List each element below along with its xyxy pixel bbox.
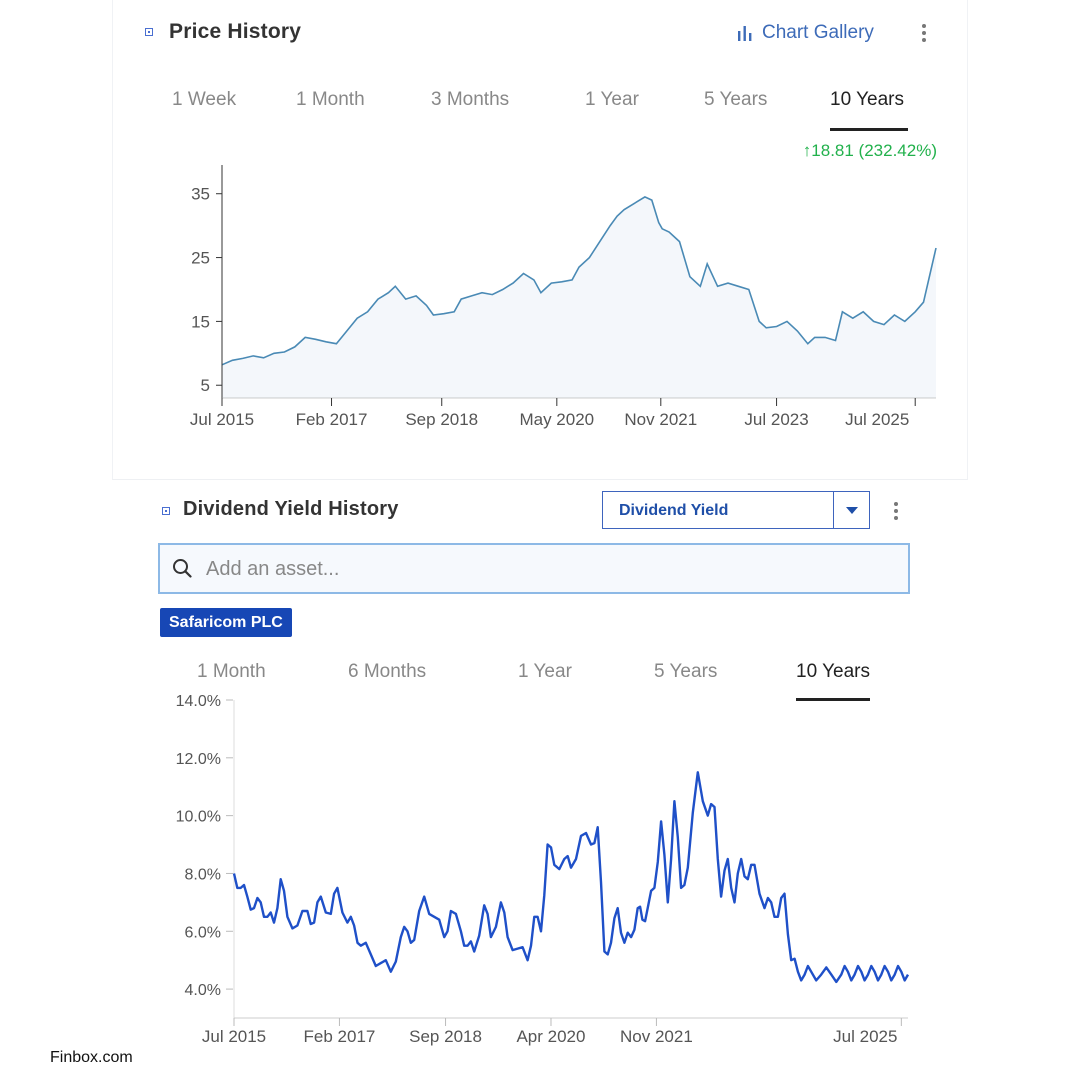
price-change-value: 18.81 (232.42%) [811, 141, 937, 160]
price-tab-1-week[interactable]: 1 Week [172, 89, 237, 110]
yield-x-tick-label: Feb 2017 [304, 1027, 376, 1046]
price-tab-1-month[interactable]: 1 Month [296, 89, 365, 110]
card-marker-icon [162, 507, 170, 515]
price-area [222, 196, 936, 398]
yield-x-tick-label: Sep 2018 [409, 1027, 482, 1046]
yield-tab-1-year[interactable]: 1 Year [518, 661, 572, 682]
yield-tab-10-years[interactable]: 10 Years [796, 661, 870, 682]
search-icon [173, 559, 192, 578]
brand-watermark: Finbox.com [50, 1049, 133, 1066]
price-y-tick-label: 25 [191, 249, 210, 268]
price-x-tick-label: Feb 2017 [296, 410, 368, 429]
price-x-tick-label: Nov 2021 [624, 410, 697, 429]
yield-y-tick-label: 12.0% [176, 751, 221, 768]
chart-gallery-label: Chart Gallery [762, 22, 874, 43]
price-x-tick-label: Sep 2018 [405, 410, 478, 429]
yield-x-tick-label: Jul 2015 [202, 1027, 266, 1046]
metric-dropdown-value: Dividend Yield [619, 502, 729, 519]
active-tab-indicator [796, 698, 870, 701]
yield-y-tick-label: 6.0% [185, 924, 221, 941]
dividend-yield-title: Dividend Yield History [183, 498, 399, 520]
price-tab-1-year[interactable]: 1 Year [585, 89, 639, 110]
dropdown-divider [833, 492, 834, 528]
price-y-tick-label: 35 [191, 185, 210, 204]
arrow-up-icon: ↑ [802, 141, 812, 160]
yield-x-tick-label: Jul 2025 [833, 1027, 897, 1046]
price-y-tick-label: 15 [191, 312, 210, 331]
price-tab-3-months[interactable]: 3 Months [431, 89, 510, 110]
price-history-card [112, 0, 968, 480]
yield-x-tick-label: Nov 2021 [620, 1027, 693, 1046]
price-tab-5-years[interactable]: 5 Years [704, 89, 768, 110]
price-x-tick-label: Jul 2023 [744, 410, 808, 429]
price-tab-10-years[interactable]: 10 Years [830, 89, 904, 110]
chevron-down-icon[interactable] [846, 507, 858, 514]
yield-x-tick-label: Apr 2020 [516, 1027, 585, 1046]
price-line [221, 195, 937, 366]
yield-tab-6-months[interactable]: 6 Months [348, 661, 427, 682]
price-x-tick-label: Jul 2025 [845, 410, 909, 429]
asset-search-input[interactable] [204, 553, 888, 585]
active-tab-indicator [830, 128, 908, 131]
yield-y-tick-label: 10.0% [176, 809, 221, 826]
asset-search-box[interactable] [158, 543, 910, 594]
price-more-options-icon[interactable] [920, 24, 928, 42]
yield-y-tick-label: 14.0% [176, 693, 221, 710]
price-y-tick-label: 5 [201, 376, 210, 395]
price-change: ↑18.81 (232.42%) [803, 141, 937, 161]
bar-chart-icon [738, 26, 752, 41]
price-x-tick-label: May 2020 [519, 410, 594, 429]
card-marker-icon [145, 28, 153, 36]
yield-y-tick-label: 8.0% [185, 866, 221, 883]
price-x-tick-label: Jul 2015 [190, 410, 254, 429]
dividend-more-options-icon[interactable] [892, 502, 900, 520]
yield-line [232, 771, 910, 984]
metric-dropdown[interactable]: Dividend Yield [602, 491, 870, 529]
price-history-title: Price History [169, 20, 302, 43]
yield-tab-1-month[interactable]: 1 Month [197, 661, 266, 682]
asset-chip-safaricom[interactable]: Safaricom PLC [160, 608, 292, 637]
price-history-chart: 5 15 25 35 Jul 2015 Feb 2017 Sep 2018 May 2020 N… [190, 165, 937, 429]
yield-tab-5-years[interactable]: 5 Years [654, 661, 718, 682]
yield-y-tick-label: 4.0% [185, 982, 221, 999]
chart-gallery-button[interactable]: Chart Gallery [736, 20, 874, 46]
